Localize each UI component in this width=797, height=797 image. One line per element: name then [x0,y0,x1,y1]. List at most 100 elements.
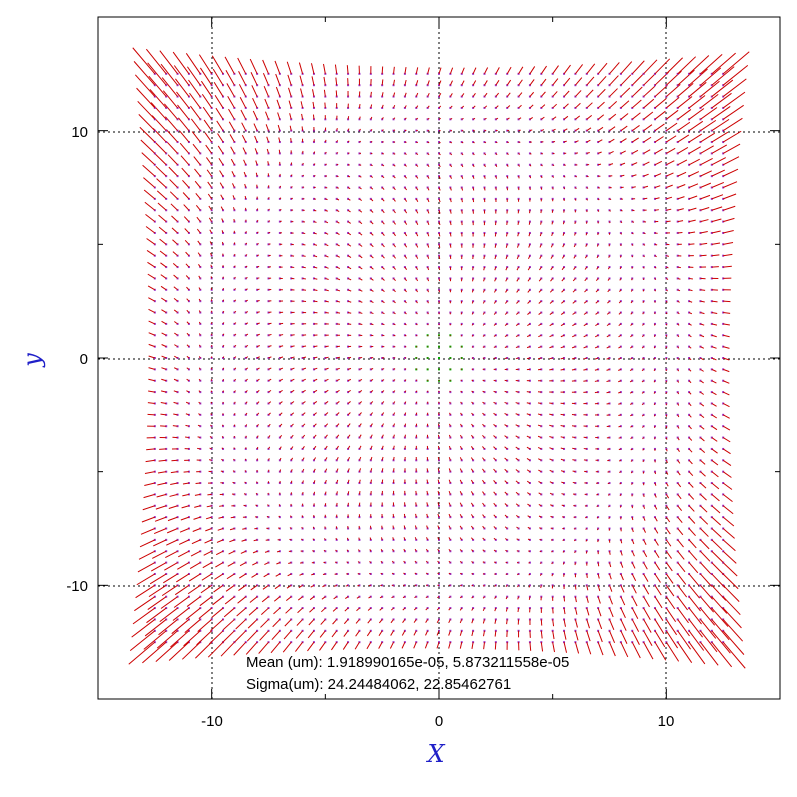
vector-arrow [437,457,440,461]
vector-arrow [677,403,680,406]
vector-arrow [438,266,441,271]
vector-arrow [526,480,531,484]
vector-arrow [631,137,639,143]
vector-arrow [665,505,670,511]
vector-arrow [700,528,709,537]
vector-arrow [448,548,451,552]
vector-arrow [404,434,406,438]
vector-arrow [245,242,248,245]
vector-arrow [336,378,340,382]
vector-arrow [148,390,155,393]
vector-arrow [677,516,683,524]
vector-arrow [539,255,542,259]
vector-arrow [620,162,626,166]
vector-arrow [256,219,259,222]
vector-arrow [528,232,531,237]
vector-arrow [688,108,705,120]
vector-arrow [482,479,485,484]
vector-arrow [677,289,681,292]
vector-arrow [319,641,326,651]
vector-arrow [148,584,167,598]
vector-arrow [609,151,614,154]
vector-arrow [506,176,509,179]
vector-arrow [552,91,558,97]
vector-arrow [182,482,190,485]
vector-arrow [172,239,178,245]
vector-arrow [182,192,190,200]
vector-arrow [290,434,294,438]
vector-arrow [354,641,360,650]
vector-arrow [688,516,696,524]
vector-arrow [415,198,419,203]
vector-arrow [381,92,384,97]
vector-arrow [518,175,520,179]
vector-arrow [370,164,373,167]
vector-arrow [722,391,730,396]
vector-arrow [256,254,260,257]
vector-arrow [404,266,408,270]
vector-arrow [493,312,497,315]
vector-arrow [538,346,542,349]
vector-arrow [654,505,658,510]
vector-arrow [245,311,249,313]
vector-arrow [459,537,463,541]
vector-arrow [425,596,428,599]
vector-arrow [255,504,258,507]
vector-arrow [188,573,201,582]
vector-arrow [560,436,565,439]
field-point [438,357,440,359]
vector-arrow [448,642,451,649]
vector-arrow [552,175,555,178]
vector-arrow [560,447,565,450]
vector-arrow [404,312,407,315]
vector-arrow [154,153,167,166]
vector-arrow [415,390,418,393]
vector-arrow [677,619,690,637]
vector-arrow [677,539,684,548]
vector-arrow [537,413,542,416]
vector-arrow [515,491,519,495]
vector-arrow [347,356,352,359]
vector-arrow [448,596,451,599]
vector-arrow [336,412,340,416]
vector-arrow [654,197,660,200]
vector-arrow [367,619,372,624]
vector-arrow [449,153,453,156]
vector-arrow [437,525,440,529]
vector-arrow [279,469,282,472]
vector-arrow [711,194,724,200]
vector-arrow [493,412,497,416]
vector-arrow [505,596,508,600]
vector-arrow [215,550,224,556]
vector-arrow [325,277,329,281]
vector-arrow [245,390,248,393]
vector-arrow [608,505,610,508]
vector-arrow [240,109,247,120]
vector-arrow [302,412,306,416]
vector-arrow [597,139,603,143]
vector-arrow [677,171,687,177]
vector-arrow [539,527,542,529]
vector-arrow [425,548,429,552]
vector-arrow [359,187,362,190]
vector-arrow [540,630,543,639]
vector-arrow [597,88,606,97]
vector-arrow [459,434,463,438]
vector-arrow [302,232,306,235]
vector-arrow [144,201,156,211]
vector-arrow [723,217,735,223]
vector-arrow [700,289,706,291]
vector-arrow [381,187,385,190]
vector-arrow [471,323,474,326]
vector-arrow [618,391,622,394]
vector-arrow [609,573,612,580]
vector-arrow [336,491,338,495]
vector-arrow [677,528,684,536]
vector-arrow [427,141,430,144]
vector-arrow [393,164,396,167]
vector-arrow [585,244,588,247]
vector-arrow [722,607,742,629]
vector-arrow [540,91,546,97]
vector-arrow [347,289,352,292]
vector-arrow [538,334,542,338]
